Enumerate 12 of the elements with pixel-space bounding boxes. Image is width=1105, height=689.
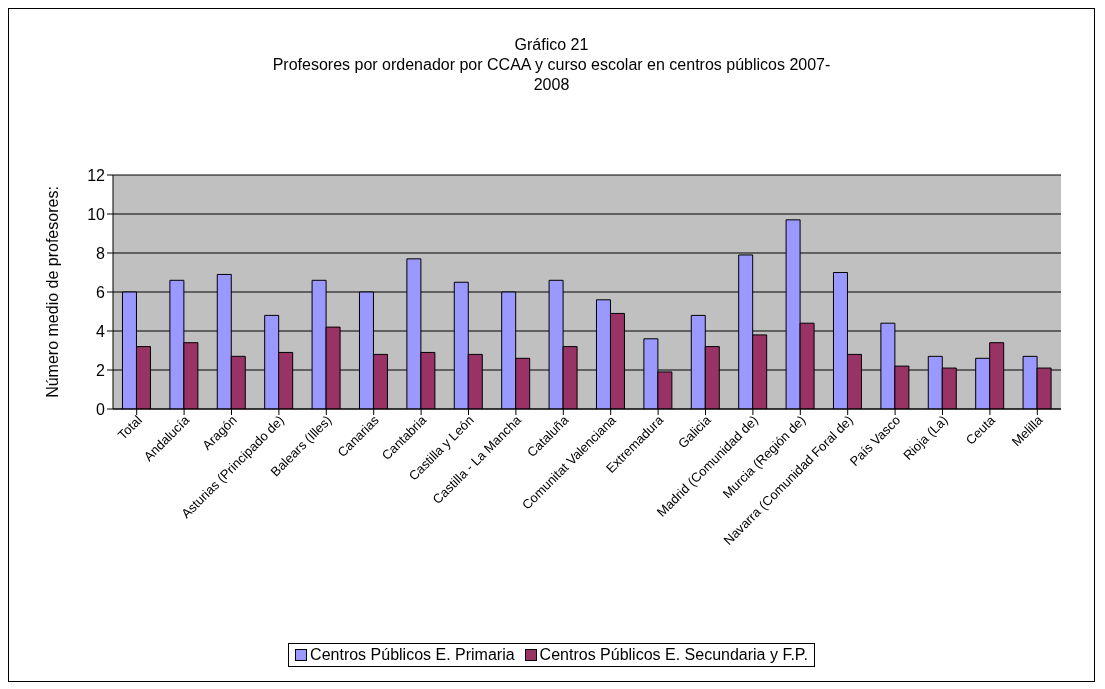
y-tick-label: 10	[87, 205, 106, 223]
y-tick-label: 4	[96, 322, 106, 340]
y-tick-label: 12	[87, 166, 106, 184]
y-tick-label: 6	[96, 283, 106, 301]
y-axis-title: Número medio de profesores:	[44, 186, 62, 398]
y-tick-label: 8	[96, 244, 106, 262]
legend-label: Centros Públicos E. Secundaria y F.P.	[538, 646, 808, 664]
chart-title: Gráfico 21	[513, 35, 590, 55]
legend-label: Centros Públicos E. Primaria	[309, 646, 515, 664]
y-tick-label: 2	[96, 361, 106, 379]
chart-subtitle: Profesores por ordenador por CCAA y curso escolar en centros públicos 2007- 2008	[271, 55, 832, 95]
y-tick-label: 0	[96, 400, 106, 418]
